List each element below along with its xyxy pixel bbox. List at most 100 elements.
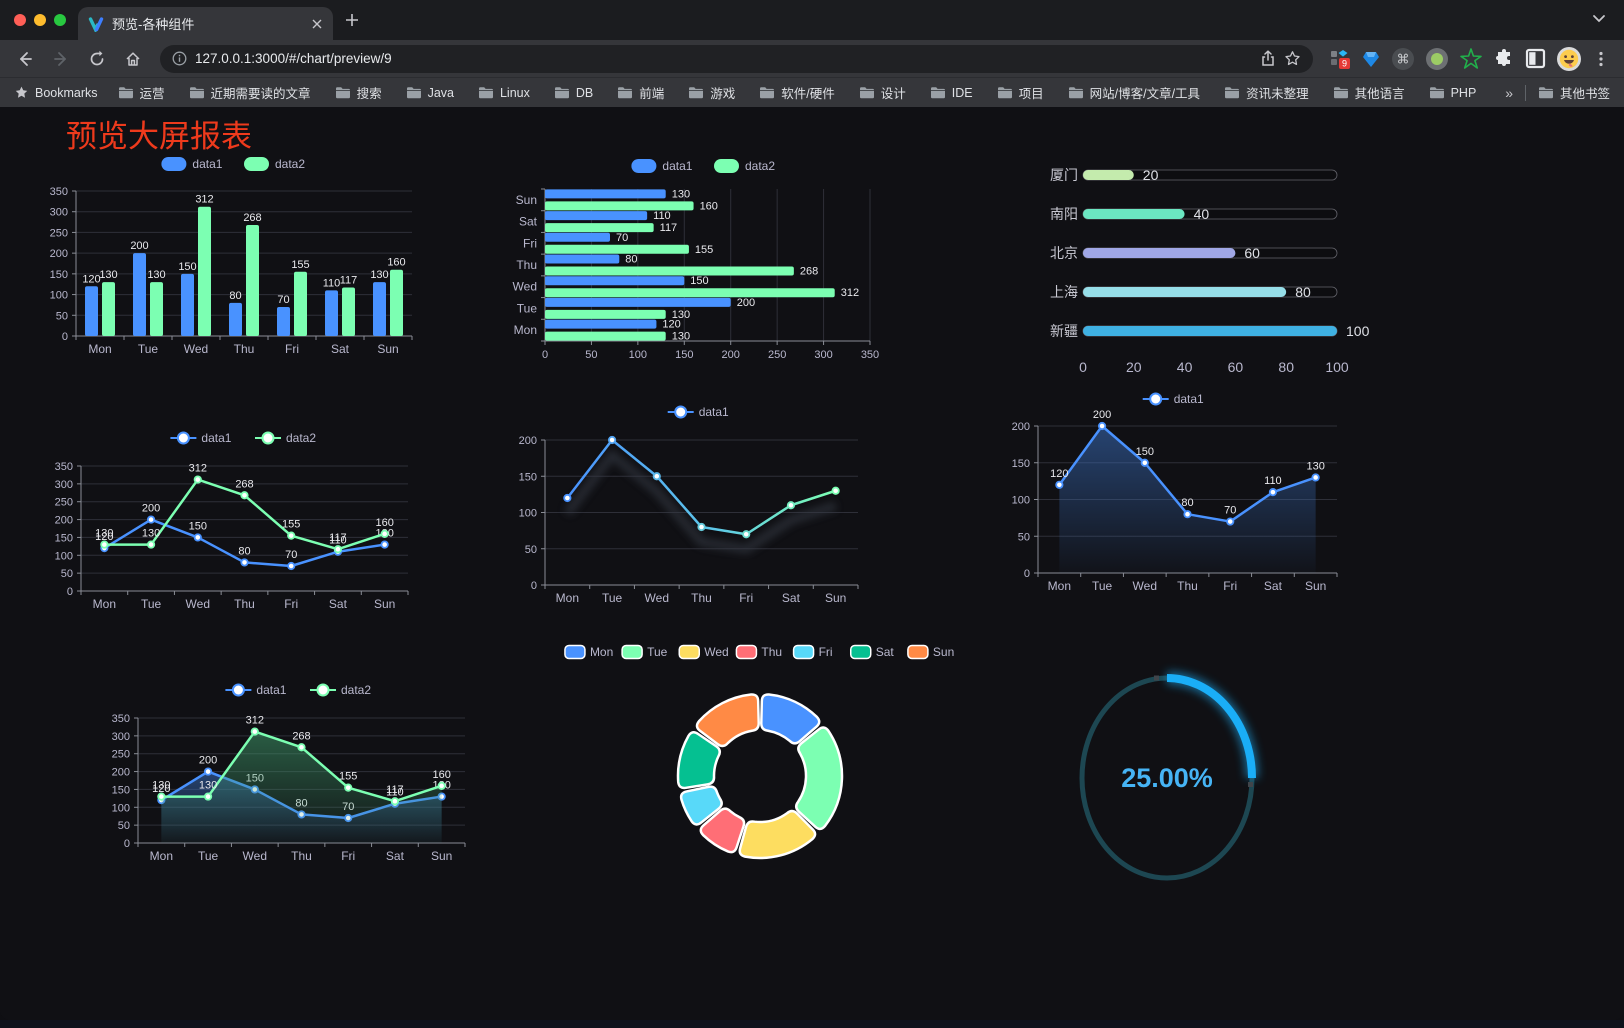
emoji-extension-icon[interactable] (1556, 46, 1582, 72)
svg-text:150: 150 (1136, 446, 1154, 458)
svg-text:Fri: Fri (739, 591, 753, 605)
area-two-series-chart[interactable]: data1 data2 0 50 100 150 200 250 300 350 Mon Tue Wed… (95, 661, 475, 886)
home-icon[interactable] (118, 44, 148, 74)
line-two-series-chart[interactable]: data1 data2 0 50 100 150 200 250 300 350 Mon Tue Wed… (45, 426, 415, 631)
area-single-svg: data1 0 50 100 150 200 Mon Tue Wed Thu Fri Sat Sun 12… (1012, 392, 1338, 593)
reload-icon[interactable] (82, 44, 112, 74)
svg-text:Tue: Tue (141, 597, 162, 611)
legend[interactable]: data1 (667, 405, 729, 419)
legend[interactable]: data1 data2 (631, 159, 775, 173)
bar-vertical-chart[interactable]: data1 data2 0 50 100 150 200 250 300 350 Mon Tue Wed… (40, 149, 460, 364)
svg-text:300: 300 (50, 207, 68, 219)
svg-text:Fri: Fri (1223, 579, 1237, 593)
line-gradient-chart[interactable]: data1 0 50 100 150 200 Mon Tue Wed Thu Fri Sat Sun (505, 396, 895, 611)
browser-menu-icon[interactable] (1592, 50, 1610, 68)
folder-icon (335, 87, 350, 99)
svg-text:200: 200 (722, 349, 740, 361)
svg-text:130: 130 (1306, 460, 1324, 472)
city-progress-chart[interactable]: 厦门 20 南阳 40 北京 60 上海 80 新疆 100 0 20 40 60 80 100 (1000, 156, 1370, 381)
legend[interactable]: data1 data2 (161, 157, 305, 171)
svg-text:20: 20 (1143, 167, 1159, 183)
svg-text:200: 200 (199, 755, 217, 767)
tab-close-icon[interactable] (311, 18, 323, 30)
svg-text:Sat: Sat (329, 597, 348, 611)
bookmark-folder-item[interactable]: 运营 (118, 83, 165, 102)
svg-text:120: 120 (95, 531, 113, 543)
address-bar[interactable]: 127.0.0.1:3000/#/chart/preview/9 (160, 44, 1313, 73)
svg-text:Sat: Sat (1264, 579, 1283, 593)
gauge-chart[interactable]: 25.00% (1060, 661, 1280, 901)
new-tab-button[interactable] (345, 13, 359, 27)
bookmark-folder-item[interactable]: 前端 (617, 83, 664, 102)
svg-text:100: 100 (112, 802, 130, 814)
svg-text:上海: 上海 (1050, 284, 1078, 300)
bookmark-folder-item[interactable]: 软件/硬件 (759, 83, 835, 102)
svg-text:data1: data1 (192, 157, 222, 171)
share-icon[interactable] (1260, 50, 1276, 67)
bookmark-folder-item[interactable]: PHP (1429, 86, 1476, 100)
bookmark-folder-item[interactable]: 搜索 (335, 83, 382, 102)
url-text[interactable]: 127.0.0.1:3000/#/chart/preview/9 (195, 51, 392, 66)
bookmark-folder-item[interactable]: 游戏 (688, 83, 735, 102)
tab-search-chevron-icon[interactable] (1592, 14, 1606, 23)
site-info-icon[interactable] (172, 51, 187, 66)
svg-text:150: 150 (178, 261, 196, 273)
svg-text:20: 20 (1126, 359, 1142, 375)
other-bookmarks-item[interactable]: 其他书签 (1538, 83, 1610, 102)
gem-extension-icon[interactable] (1361, 49, 1381, 69)
bookmark-folder-item[interactable]: 网站/博客/文章/工具 (1068, 83, 1200, 102)
green-star-extension-icon[interactable] (1459, 47, 1483, 71)
minimize-window-button[interactable] (34, 14, 46, 26)
svg-text:155: 155 (282, 519, 300, 531)
bookmark-items: 运营 近期需要读的文章 搜索 Java Linux DB 前端 游戏 软件/硬件 设计 IDE 项目 网… (118, 83, 1492, 102)
svg-text:Thu: Thu (234, 342, 255, 356)
svg-text:250: 250 (50, 227, 68, 239)
legend[interactable]: data1 data2 (225, 683, 371, 697)
bookmark-folder-item[interactable]: Java (406, 86, 454, 100)
proxy-extension-icon[interactable]: 9 (1329, 48, 1351, 70)
bookmark-label: 网站/博客/文章/工具 (1089, 87, 1201, 101)
bookmarks-overflow-chevron[interactable]: » (1505, 84, 1513, 101)
bookmark-folder-item[interactable]: 项目 (997, 83, 1044, 102)
donut-chart[interactable]: Mon Tue Wed Thu Fri Sat Sun (555, 639, 965, 889)
back-icon[interactable] (10, 44, 40, 74)
bookmark-folder-item[interactable]: 资讯未整理 (1224, 83, 1309, 102)
svg-text:150: 150 (112, 784, 130, 796)
bookmark-folder-item[interactable]: DB (554, 86, 593, 100)
svg-text:70: 70 (616, 232, 628, 244)
bookmarks-bar: Bookmarks 运营 近期需要读的文章 搜索 Java Linux DB 前端 游戏 软件/… (0, 77, 1624, 107)
bookmark-label: 搜索 (356, 87, 382, 101)
svg-text:Sun: Sun (374, 597, 395, 611)
dark-mode-extension-icon[interactable] (1525, 48, 1546, 69)
extensions-puzzle-icon[interactable] (1493, 48, 1515, 70)
bookmark-folder-item[interactable]: 设计 (859, 83, 906, 102)
svg-text:Mon: Mon (150, 849, 173, 863)
green-dot-extension-icon[interactable] (1425, 47, 1449, 71)
zoom-window-button[interactable] (54, 14, 66, 26)
svg-text:Mon: Mon (514, 323, 537, 337)
legend[interactable]: data1 data2 (170, 431, 316, 445)
forward-icon[interactable] (46, 44, 76, 74)
legend[interactable]: Mon Tue Wed Thu Fri Sat Sun (564, 644, 954, 660)
bookmark-folder-item[interactable]: IDE (930, 86, 973, 100)
area-single-chart[interactable]: data1 0 50 100 150 200 Mon Tue Wed Thu Fri Sat Sun 12… (990, 389, 1350, 601)
bookmarks-manager-item[interactable]: Bookmarks (14, 85, 98, 100)
svg-text:200: 200 (1093, 409, 1111, 421)
svg-text:Fri: Fri (523, 236, 537, 250)
browser-tab[interactable]: 预览-各种组件 (78, 7, 333, 40)
legend[interactable]: data1 (1142, 392, 1204, 406)
bookmark-folder-item[interactable]: 其他语言 (1333, 83, 1405, 102)
svg-text:Tue: Tue (1092, 579, 1113, 593)
folder-icon (859, 87, 874, 99)
bookmark-folder-item[interactable]: Linux (478, 86, 530, 100)
close-window-button[interactable] (14, 14, 26, 26)
svg-text:100: 100 (519, 508, 537, 520)
bookmark-label: 设计 (880, 87, 906, 101)
svg-text:100: 100 (55, 550, 73, 562)
bookmark-star-icon[interactable] (1284, 50, 1301, 67)
bar-horizontal-chart[interactable]: data1 data2 0 50 100 150 200 250 300 350 Mon 120 130… (505, 151, 895, 366)
bookmark-folder-item[interactable]: 近期需要读的文章 (189, 83, 311, 102)
command-extension-icon[interactable]: ⌘ (1391, 47, 1415, 71)
svg-text:Thu: Thu (761, 645, 782, 659)
